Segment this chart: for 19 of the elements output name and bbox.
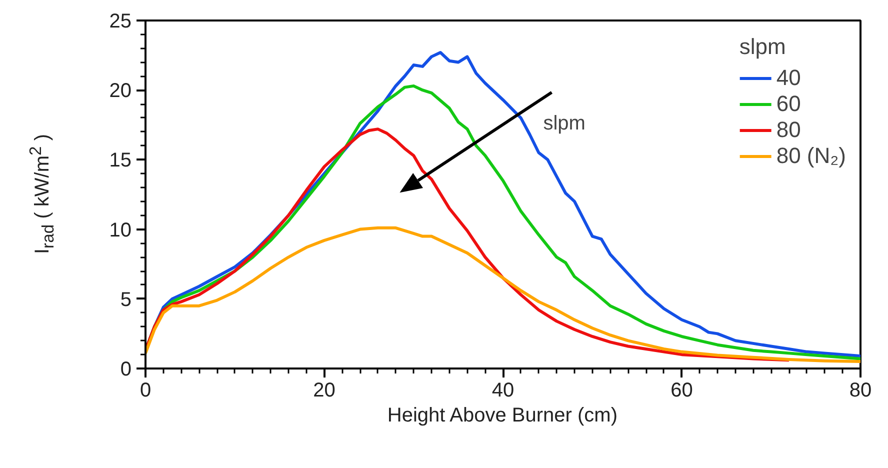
x-tick-label: 60 [670,380,693,402]
line-series [146,226,860,364]
x-tick-label: 40 [492,380,514,402]
y-tick-label: 20 [109,80,132,102]
annotation: slpm [543,112,586,135]
y-tick-label: 5 [120,288,132,311]
y-tick-label: 15 [109,150,132,172]
y-tick-label: 10 [109,219,132,242]
legend-label: 40 [776,65,801,91]
x-tick-label: 0 [140,380,152,402]
x-tick-label: 20 [313,380,336,402]
legend-label: 80 [776,117,801,143]
legend-label: 80 (N₂) [776,143,846,169]
legend-label: 60 [776,91,801,117]
x-tick-label: 80 [849,380,872,402]
y-tick-label: 25 [109,10,132,32]
x-axis-title: Height Above Burner (cm) [387,404,618,426]
legend-title: slpm [739,34,787,60]
y-tick-label: 0 [120,358,132,380]
